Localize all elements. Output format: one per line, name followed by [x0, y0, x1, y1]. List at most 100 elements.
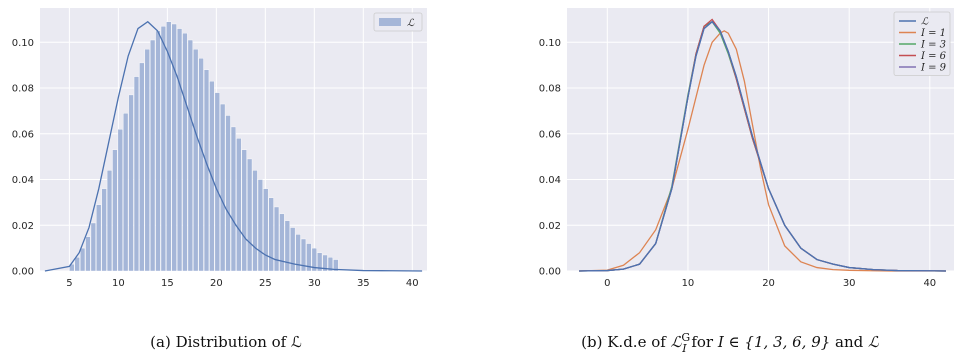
histogram-bar	[106, 170, 113, 272]
x-tick-label: 35	[357, 278, 370, 289]
histogram-bar	[150, 39, 156, 272]
panel-b-caption-set: I ∈ {1, 3, 6, 9}	[717, 333, 830, 351]
x-tick-label: 10	[112, 278, 125, 289]
x-tick-label: 20	[762, 278, 775, 289]
legend-label: ℒ	[921, 17, 929, 28]
histogram-bar	[74, 257, 80, 272]
y-tick-label: 0.08	[12, 84, 34, 95]
histogram-bar	[128, 94, 134, 272]
histogram-bar	[90, 222, 96, 272]
panel-b-caption-superscript: G	[681, 331, 690, 344]
panel-a-kde-line	[44, 20, 423, 272]
panel-b-caption-for: for	[687, 333, 718, 351]
panel-b-caption-subscript: I	[681, 342, 687, 355]
histogram-bar	[327, 257, 334, 272]
histogram-bar	[284, 220, 290, 272]
histogram-bar	[220, 103, 226, 272]
x-tick-label: 10	[682, 278, 695, 289]
y-tick-label: 0.00	[12, 267, 34, 278]
histogram-bar	[123, 112, 129, 272]
histogram-bar	[295, 234, 301, 272]
y-tick-label: 0.04	[12, 175, 34, 186]
x-tick-label: 15	[161, 278, 174, 289]
histogram-bar	[117, 129, 123, 272]
x-tick-label: 5	[66, 278, 72, 289]
histogram-bar	[139, 62, 145, 272]
y-tick-label: 0.02	[12, 221, 34, 232]
panel-b-legend: ℒI = 1I = 3I = 6I = 9	[893, 11, 951, 76]
panel-a-legend-label: ℒ	[407, 18, 415, 29]
panel-b-legend-box	[893, 11, 951, 76]
histogram-bar	[322, 254, 328, 272]
x-tick-label: 25	[259, 278, 272, 289]
x-tick-label: 0	[604, 278, 610, 289]
y-tick-label: 0.04	[539, 175, 561, 186]
histogram-bar	[176, 28, 183, 272]
panel-a-legend: ℒ	[373, 12, 423, 32]
histogram-bar	[155, 30, 161, 272]
histogram-bar	[230, 126, 237, 272]
histogram-bar	[101, 188, 107, 272]
histogram-bar	[241, 149, 247, 272]
histogram-bar	[257, 179, 263, 272]
panel-b-axes-background	[567, 8, 954, 271]
panel-a-x-tick-labels: 5 10 15 20 25 30 35 40	[66, 278, 418, 289]
panel-b-x-tick-labels: 0 10 20 30 40	[604, 278, 936, 289]
y-tick-label: 0.00	[539, 267, 561, 278]
histogram-bar	[85, 236, 91, 272]
panel-a-legend-swatch	[379, 18, 401, 26]
histogram-bar	[225, 115, 231, 272]
histogram-bar	[290, 227, 296, 272]
histogram-bar	[112, 149, 118, 272]
histogram-bar	[187, 39, 193, 272]
y-tick-label: 0.02	[539, 221, 561, 232]
x-tick-label: 30	[843, 278, 856, 289]
histogram-bar	[300, 238, 307, 272]
histogram-bar	[214, 92, 220, 272]
kde-line-series-1	[579, 30, 946, 272]
y-tick-label: 0.08	[539, 84, 561, 95]
histogram-bar	[171, 23, 177, 272]
histogram-bar	[311, 247, 317, 272]
y-tick-label: 0.06	[12, 129, 34, 140]
histogram-bar	[263, 188, 269, 272]
y-tick-label: 0.06	[539, 129, 561, 140]
panel-b-kde-lines	[579, 18, 946, 272]
histogram-bar	[79, 247, 86, 272]
histogram-bar	[247, 158, 253, 272]
kde-line-series-0	[579, 20, 946, 272]
legend-label: I = 1	[920, 28, 946, 39]
panel-b-caption-and: and	[830, 333, 868, 351]
histogram-bar	[96, 204, 102, 272]
histogram-bar	[166, 21, 172, 272]
histogram-bar	[306, 243, 312, 272]
histogram-bar	[279, 213, 285, 272]
panel-b-kde-comparison: 0.000.020.040.060.080.10 0 10 20 30 40 ℒI = …	[539, 8, 954, 355]
histogram-bar	[203, 69, 210, 272]
histogram-bar	[252, 170, 258, 272]
histogram-bar	[182, 32, 188, 272]
histogram-bar	[160, 26, 166, 272]
legend-label: I = 9	[920, 63, 947, 74]
panel-b-caption-prefix: (b) K.d.e of	[581, 333, 670, 351]
panel-b-caption-symbol-2: ℒ	[868, 333, 880, 351]
histogram-bar	[333, 259, 339, 272]
histogram-bar	[133, 76, 140, 272]
histogram-bar	[198, 58, 204, 272]
y-tick-label: 0.10	[539, 38, 561, 49]
histogram-bar	[193, 48, 199, 272]
x-tick-label: 30	[308, 278, 321, 289]
x-tick-label: 40	[406, 278, 419, 289]
legend-label: I = 6	[920, 51, 947, 62]
panel-b-y-tick-labels: 0.00 0.02 0.04 0.06 0.08 0.10	[539, 38, 561, 278]
panel-b-caption: (b) K.d.e of ℒG I for I ∈ {1, 3, 6, 9} an…	[581, 331, 880, 355]
panel-a-distribution: 0.00 0.02 0.04 0.06 0.08 0.10 5 10 15 20 25 30 35 40…	[12, 8, 427, 351]
panel-a-caption: (a) Distribution of ℒ	[150, 333, 302, 351]
y-tick-label: 0.10	[12, 38, 34, 49]
x-tick-label: 40	[923, 278, 936, 289]
panel-b-caption-symbol: ℒ	[671, 333, 683, 351]
histogram-bar	[273, 206, 280, 272]
histogram-bar	[268, 197, 274, 272]
legend-label: I = 3	[920, 40, 946, 51]
